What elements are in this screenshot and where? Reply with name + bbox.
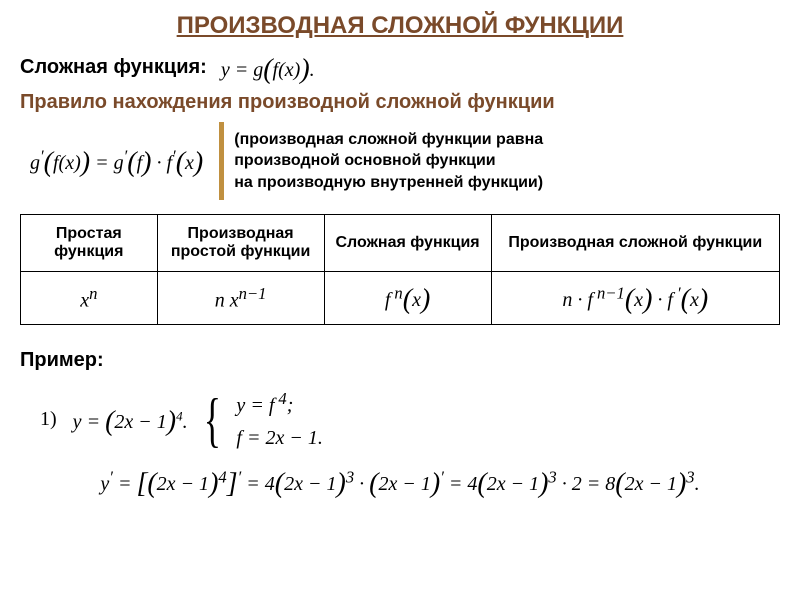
derivative-table: Простая функция Производная простой функ… <box>20 214 780 325</box>
example-number: 1) <box>40 408 57 431</box>
brace-icon: { <box>203 399 220 441</box>
th-simple: Простая функция <box>21 215 158 272</box>
cell-composite-deriv: n · f n−1(x) · f ′(x) <box>491 272 779 325</box>
example-label: Пример: <box>20 349 104 372</box>
composite-label: Сложная функция: <box>20 56 207 79</box>
example-heading-row: Пример: <box>20 343 780 378</box>
example-row: 1) y = (2x − 1)4. { y = f 4; f = 2x − 1. <box>40 386 780 454</box>
cell-composite: f n(x) <box>324 272 491 325</box>
rule-formula: g′(f(x)) = g′(f) · f′(x) <box>20 139 219 183</box>
table-row: xn n xn−1 f n(x) n · f n−1(x) · f ′(x) <box>21 272 780 325</box>
cell-simple-deriv: n xn−1 <box>157 272 324 325</box>
composite-formula: y = g(f(x)). <box>221 52 315 84</box>
th-composite: Сложная функция <box>324 215 491 272</box>
rule-text: (производная сложной функции равна произ… <box>224 129 543 194</box>
example-solution: y′ = [(2x − 1)4]′ = 4(2x − 1)3 · (2x − 1… <box>20 466 780 498</box>
rule-label: Правило нахождения производной сложной ф… <box>20 91 780 114</box>
th-composite-deriv: Производная сложной функции <box>491 215 779 272</box>
composite-definition: Сложная функция: y = g(f(x)). <box>20 50 780 85</box>
page-title: ПРОИЗВОДНАЯ СЛОЖНОЙ ФУНКЦИИ <box>20 12 780 40</box>
th-simple-deriv: Производная простой функции <box>157 215 324 272</box>
example-given: y = (2x − 1)4. <box>73 404 188 436</box>
cell-simple: xn <box>21 272 158 325</box>
example-decomposition: y = f 4; f = 2x − 1. <box>236 386 322 454</box>
table-header-row: Простая функция Производная простой функ… <box>21 215 780 272</box>
rule-box: g′(f(x)) = g′(f) · f′(x) (производная сл… <box>20 122 780 200</box>
